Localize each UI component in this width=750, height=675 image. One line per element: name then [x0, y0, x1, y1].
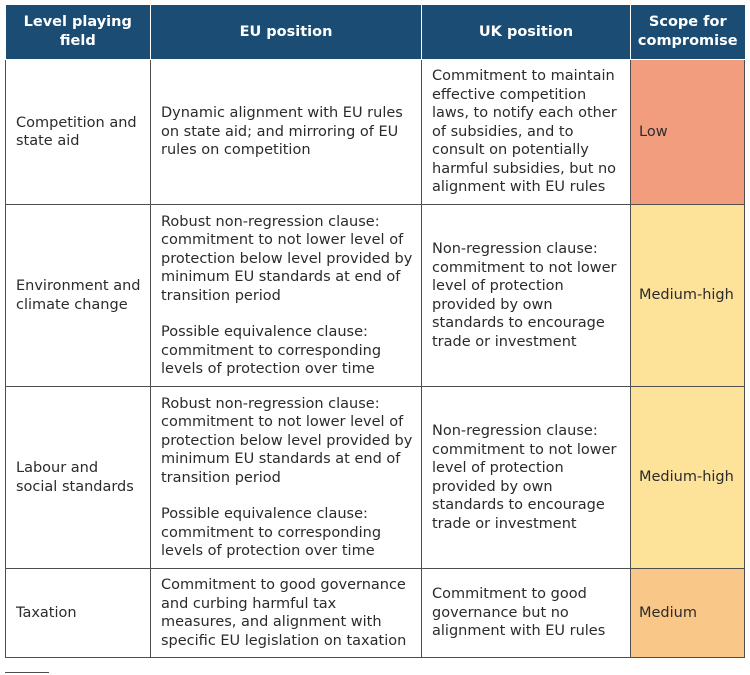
footnote-divider — [5, 672, 49, 673]
factor-cell: Environment and climate change — [5, 204, 151, 387]
eu-position-text: Possible equivalence clause: commitment … — [161, 324, 382, 377]
eu-position-text: Robust non-regression clause: commitment… — [161, 395, 413, 486]
eu-position-cell: Robust non-regression clause: commitment… — [150, 386, 422, 569]
header-eu-position: EU position — [150, 5, 422, 60]
uk-position-cell: Commitment to maintain effective competi… — [421, 59, 631, 205]
header-uk-position: UK position — [421, 5, 631, 60]
factor-cell: Labour and social standards — [5, 386, 151, 569]
table-row: Competition and state aid Dynamic alignm… — [5, 59, 745, 205]
level-playing-field-table: Level playing field EU position UK posit… — [5, 5, 745, 658]
eu-position-cell: Robust non-regression clause: commitment… — [150, 204, 422, 387]
header-row: Level playing field EU position UK posit… — [5, 5, 745, 60]
table-row: Environment and climate change Robust no… — [5, 204, 745, 387]
eu-position-cell: Commitment to good governance and curbin… — [150, 568, 422, 658]
eu-position-text: Possible equivalence clause: commitment … — [161, 506, 382, 559]
eu-position-text: Dynamic alignment with EU rules on state… — [161, 105, 403, 159]
scope-cell: Medium-high — [630, 204, 745, 387]
uk-position-cell: Non-regression clause: commitment to not… — [421, 204, 631, 387]
uk-position-cell: Commitment to good governance but no ali… — [421, 568, 631, 658]
scope-cell: Medium — [630, 568, 745, 658]
uk-position-cell: Non-regression clause: commitment to not… — [421, 386, 631, 569]
factor-cell: Taxation — [5, 568, 151, 658]
header-scope-for-compromise: Scope for compromise — [630, 5, 745, 60]
factor-cell: Competition and state aid — [5, 59, 151, 205]
scope-cell: Medium-high — [630, 386, 745, 569]
scope-cell: Low — [630, 59, 745, 205]
header-level-playing-field: Level playing field — [5, 5, 151, 60]
eu-position-cell: Dynamic alignment with EU rules on state… — [150, 59, 422, 205]
table-row: Labour and social standards Robust non-r… — [5, 386, 745, 569]
eu-position-text: Commitment to good governance and curbin… — [161, 577, 407, 649]
table-row: Taxation Commitment to good governance a… — [5, 568, 745, 658]
eu-position-text: Robust non-regression clause: commitment… — [161, 213, 413, 304]
